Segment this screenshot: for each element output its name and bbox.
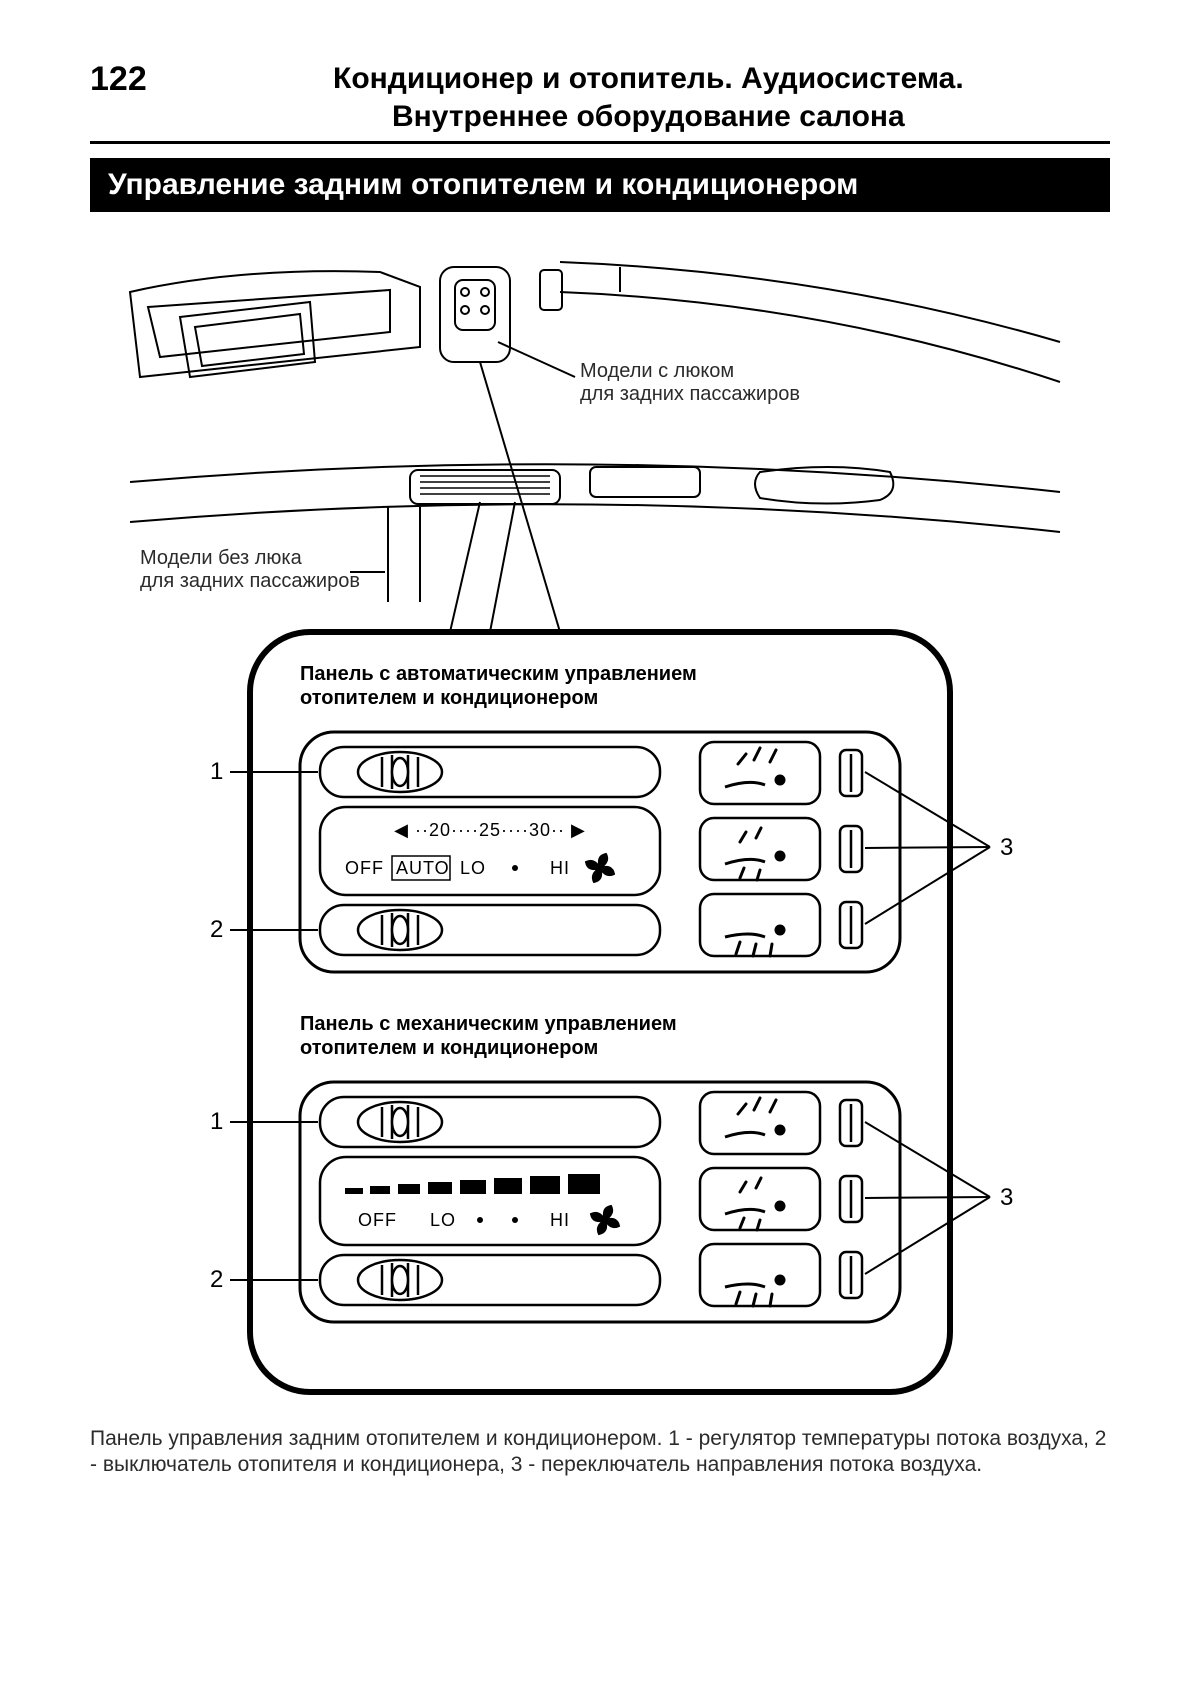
auto-mode-hi: HI [550, 858, 570, 878]
callout-auto-1: 1 [210, 758, 223, 786]
mech-off: OFF [358, 1210, 397, 1230]
auto-mode-auto: AUTO [396, 858, 450, 878]
auto-mode-lo: LO [460, 858, 486, 878]
callout-auto-2: 2 [210, 916, 223, 944]
mech-lo: LO [430, 1210, 456, 1230]
chapter-title: Кондиционер и отопитель. Аудиосистема. В… [187, 60, 1110, 135]
page-header: 122 Кондиционер и отопитель. Аудиосистем… [90, 60, 1110, 144]
callout-mech-3: 3 [1000, 1184, 1013, 1212]
chapter-title-line2: Внутреннее оборудование салона [392, 100, 905, 133]
page-number: 122 [90, 60, 147, 99]
callout-auto-3: 3 [1000, 834, 1013, 862]
figure-caption: Панель управления задним отопителем и ко… [90, 1426, 1110, 1479]
mech-hi: HI [550, 1210, 570, 1230]
panel-mech-title: Панель с механическим управлением отопит… [300, 1012, 677, 1060]
auto-mode-off: OFF [345, 858, 384, 878]
callout-mech-1: 1 [210, 1108, 223, 1136]
chapter-title-line1: Кондиционер и отопитель. Аудиосистема. [333, 62, 964, 95]
auto-temp-scale: ◀ ··20····25····30·· ▶ [394, 820, 586, 840]
callout-mech-2: 2 [210, 1266, 223, 1294]
section-title-bar: Управление задним отопителем и кондицион… [90, 158, 1110, 212]
panel-auto-title: Панель с автоматическим управлением отоп… [300, 662, 697, 710]
diagram-svg: ◀ ··20····25····30·· ▶ OFF AUTO LO HI [120, 232, 1080, 1412]
label-with-sunroof: Модели с люком для задних пассажиров [580, 360, 800, 406]
diagram: ◀ ··20····25····30·· ▶ OFF AUTO LO HI [120, 232, 1080, 1412]
label-without-sunroof: Модели без люка для задних пассажиров [140, 547, 360, 593]
